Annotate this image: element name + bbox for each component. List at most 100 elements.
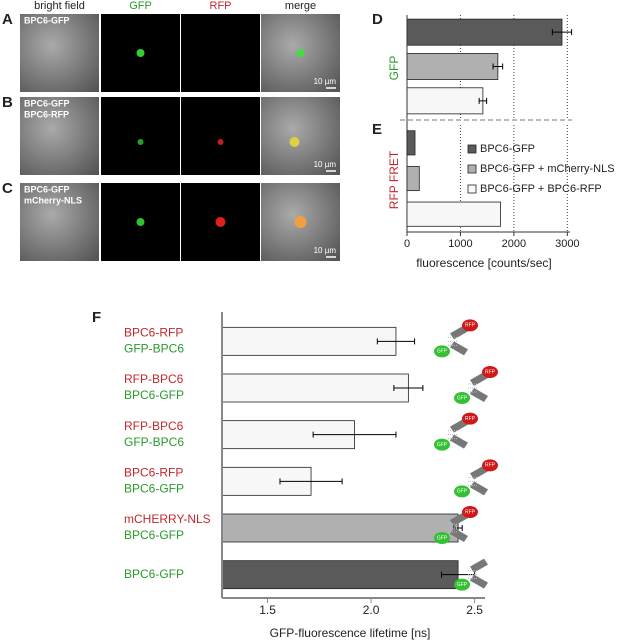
rfp [482,366,498,378]
gfp-label: GFP [457,582,468,588]
micrograph [261,97,340,175]
category-label: RFP-BPC6 [124,419,184,433]
scale-bar-label: 10 µm [314,246,337,255]
micrograph [20,14,99,92]
error-bar [393,385,424,391]
bar [406,53,499,80]
row-label: BPC6-GFP [24,98,70,108]
scale-bar-label: 10 µm [314,77,337,86]
signal [289,137,300,147]
rfp-label: RFP [485,369,496,375]
bar [406,18,563,46]
legend-label: BPC6-GFP + mCherry-NLS [480,163,615,175]
linker [468,570,478,580]
x-axis-label: GFP-fluorescence lifetime [ns] [270,626,431,640]
row-label: mCherry-NLS [24,195,82,205]
legend-label: BPC6-GFP [480,143,535,155]
bar [406,165,420,192]
gfp [434,532,450,544]
signal [136,49,145,57]
category-label: mCHERRY-NLS [124,512,211,526]
linker [468,383,478,393]
bar [406,130,416,156]
panel-label: D [372,11,383,28]
protein-diagram: GFP RFP [434,506,478,544]
protein-diagram: GFP [454,558,488,591]
gfp-label: GFP [437,442,448,448]
linker [448,336,458,346]
x-tick-label: 2.0 [363,603,380,617]
protein-diagram: GFP RFP [434,319,478,358]
rfp [462,319,478,332]
protein [450,418,468,449]
x-tick-label: 2.5 [466,603,483,617]
panel-label: A [2,11,13,28]
legend-swatch [467,144,477,154]
category-label: GFP-BPC6 [124,342,184,356]
legend-label: BPC6-GFP + BPC6-RFP [480,183,602,195]
gfp-label: GFP [457,395,468,401]
gfp [454,392,470,404]
bar [406,201,501,227]
column-header: bright field [34,0,85,12]
micrograph [20,183,99,261]
bar [221,513,459,543]
scale-bar-label: 10 µm [314,160,337,169]
gfp [434,345,450,358]
rfp-label: RFP [485,463,496,469]
gfp-label: GFP [437,349,448,355]
category-label: BPC6-RFP [124,466,183,480]
signal [296,49,305,57]
category-label: BPC6-GFP [124,567,184,581]
error-bar [376,338,416,345]
category-label: GFP-BPC6 [124,435,184,449]
x-axis-label: fluorescence [counts/sec] [416,256,551,270]
signal [136,218,145,226]
linker [468,476,478,486]
micrograph [181,97,260,175]
micrograph [20,97,99,175]
bar [221,326,397,356]
bar [406,87,484,115]
row-label: BPC6-GFP [24,184,70,194]
signal [215,217,226,227]
protein [470,372,488,402]
protein [450,512,468,542]
category-label: BPC6-RFP [124,326,183,340]
legend-swatch [467,184,477,194]
gfp [434,438,450,451]
gfp [454,578,470,591]
x-tick-label: 1000 [448,238,472,250]
rfp-label: RFP [465,323,476,329]
protein-diagram: GFP RFP [434,412,478,451]
column-header: GFP [129,0,152,12]
error-bar [478,97,488,104]
panel-label: F [92,309,101,326]
x-tick-label: 2000 [502,238,526,250]
y-axis-label: RFP FRET [387,150,401,209]
error-bar [551,29,573,36]
rfp-label: RFP [465,416,476,422]
column-header: RFP [210,0,232,12]
x-tick-label: 3000 [555,238,579,250]
bar [221,560,459,590]
category-label: BPC6-GFP [124,528,184,542]
protein [470,465,488,496]
signal [294,216,307,228]
signal [137,139,144,145]
row-label: BPC6-GFP [24,15,70,25]
error-bar [279,478,343,485]
micrograph [181,14,260,92]
column-header: merge [285,0,316,12]
rfp-label: RFP [465,509,476,515]
gfp-label: GFP [457,489,468,495]
rfp [482,459,498,472]
category-label: BPC6-GFP [124,388,184,402]
rfp [462,412,478,425]
rfp [462,506,478,518]
protein [450,325,468,356]
linker [448,430,458,440]
x-tick-label: 0 [404,238,410,250]
bar [221,373,409,403]
